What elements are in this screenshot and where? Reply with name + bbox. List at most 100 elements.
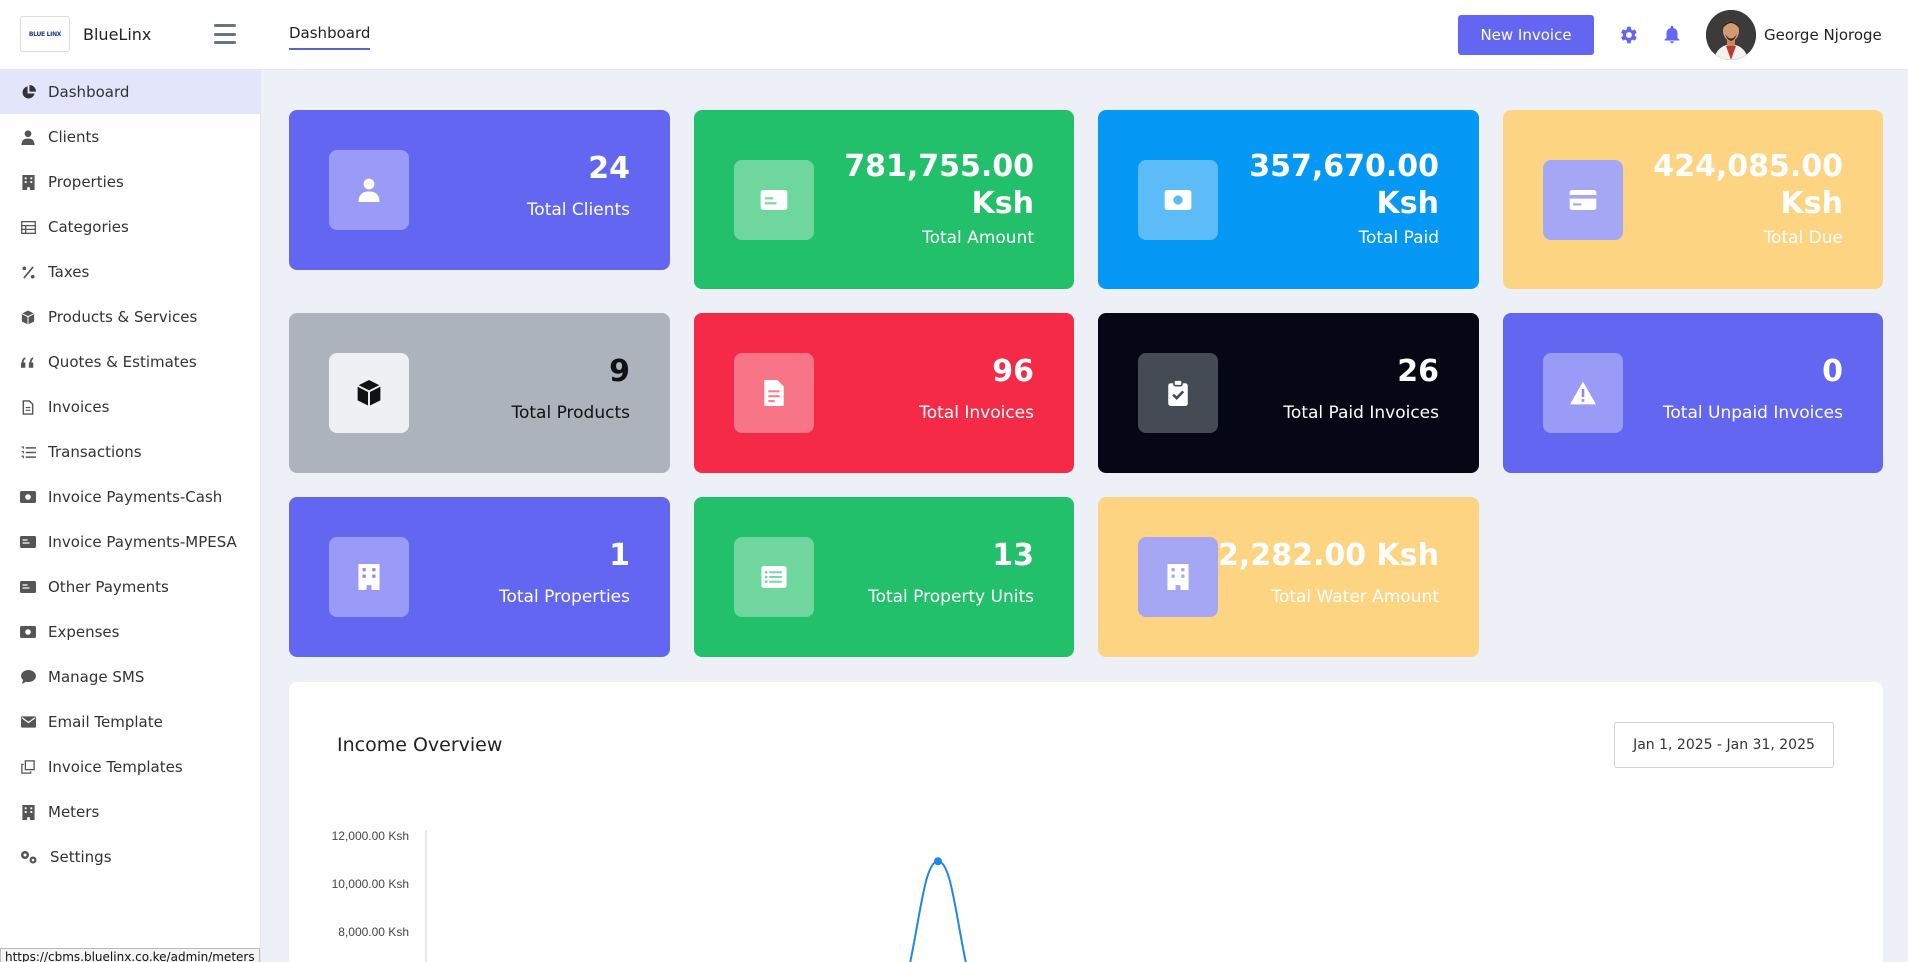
brand-name[interactable]: BlueLinx	[83, 24, 152, 44]
sidebar-item-dashboard[interactable]: Dashboard	[0, 70, 260, 114]
sidebar-item-label: Invoice Templates	[48, 758, 183, 776]
box-icon	[20, 309, 36, 325]
card-value: 2,282.00 Ksh	[1218, 538, 1439, 573]
sidebar-item-label: Taxes	[48, 263, 90, 281]
date-range-picker[interactable]: Jan 1, 2025 - Jan 31, 2025	[1614, 722, 1834, 768]
card-value: 1	[609, 538, 630, 573]
card-value: 13	[992, 538, 1034, 573]
sidebar-item-label: Meters	[48, 803, 100, 821]
tab-dashboard[interactable]: Dashboard	[289, 24, 371, 50]
sidebar-item-label: Products & Services	[48, 308, 198, 326]
card-total-due[interactable]: 424,085.00 Ksh Total Due	[1503, 110, 1883, 289]
income-overview-title: Income Overview	[337, 734, 503, 756]
sidebar-item-label: Invoice Payments-MPESA	[48, 533, 237, 551]
sidebar-item-label: Categories	[48, 218, 129, 236]
card-label: Total Products	[511, 403, 630, 423]
sidebar-item-other-payments[interactable]: Other Payments	[0, 565, 260, 609]
income-peak-point[interactable]	[934, 857, 942, 866]
card-label: Total Paid	[1358, 228, 1439, 248]
card-label: Total Paid Invoices	[1283, 403, 1439, 423]
sidebar-item-categories[interactable]: Categories	[0, 205, 260, 249]
sidebar-item-taxes[interactable]: Taxes	[0, 250, 260, 294]
card-total-water-amount[interactable]: 2,282.00 Ksh Total Water Amount	[1098, 497, 1479, 657]
status-bar-url: https://cbms.bluelinx.co.ke/admin/meters	[0, 948, 260, 962]
sidebar-item-label: Clients	[48, 128, 100, 146]
sidebar-item-invoice-templates[interactable]: Invoice Templates	[0, 745, 260, 789]
sidebar-item-clients[interactable]: Clients	[0, 115, 260, 159]
building-icon	[20, 174, 36, 190]
sidebar: Dashboard Clients Properties Categories …	[0, 70, 261, 962]
card-value: 9	[609, 354, 630, 389]
sidebar-item-invoices[interactable]: Invoices	[0, 385, 260, 429]
clipboard-check-icon	[1138, 353, 1218, 433]
list-icon	[20, 444, 36, 460]
card-value: 424,085.00 Ksh	[1653, 149, 1843, 221]
quote-icon	[20, 354, 36, 370]
sidebar-item-quotes-estimates[interactable]: Quotes & Estimates	[0, 340, 260, 384]
sidebar-item-label: Other Payments	[48, 578, 169, 596]
user-icon	[329, 150, 409, 230]
income-chart	[425, 830, 967, 962]
sidebar-item-properties[interactable]: Properties	[0, 160, 260, 204]
card-label: Total Invoices	[919, 403, 1034, 423]
brand-logo[interactable]: BLUE LINX	[20, 16, 70, 52]
menu-toggle-icon[interactable]	[214, 24, 236, 44]
sidebar-item-label: Properties	[48, 173, 124, 191]
sidebar-item-expenses[interactable]: Expenses	[0, 610, 260, 654]
y-tick-label: 10,000.00 Ksh	[331, 877, 409, 891]
card-total-properties[interactable]: 1 Total Properties	[289, 497, 670, 657]
brand[interactable]: BLUE LINX BlueLinx	[20, 16, 151, 52]
card-label: Total Water Amount	[1271, 587, 1439, 607]
pie-chart-icon	[20, 84, 36, 100]
credit-card-icon	[1543, 160, 1623, 240]
new-invoice-button[interactable]: New Invoice	[1458, 15, 1594, 55]
sidebar-item-label: Manage SMS	[48, 668, 145, 686]
sidebar-item-invoice-payments-mpesa[interactable]: Invoice Payments-MPESA	[0, 520, 260, 564]
user-name[interactable]: George Njoroge	[1764, 26, 1882, 44]
bell-icon[interactable]	[1661, 24, 1683, 46]
building-icon	[329, 537, 409, 617]
card-label: Total Property Units	[868, 587, 1034, 607]
sidebar-item-label: Dashboard	[48, 83, 130, 101]
card-total-paid-invoices[interactable]: 26 Total Paid Invoices	[1098, 313, 1479, 473]
income-overview-panel: Income Overview Jan 1, 2025 - Jan 31, 20…	[289, 682, 1883, 962]
id-card-icon	[734, 160, 814, 240]
sidebar-item-meters[interactable]: Meters	[0, 790, 260, 834]
building-icon	[20, 804, 36, 820]
invoice-icon	[734, 353, 814, 433]
sidebar-item-manage-sms[interactable]: Manage SMS	[0, 655, 260, 699]
card-total-unpaid-invoices[interactable]: 0 Total Unpaid Invoices	[1503, 313, 1883, 473]
warning-icon	[1543, 353, 1623, 433]
card-total-amount[interactable]: 781,755.00 Ksh Total Amount	[694, 110, 1074, 289]
envelope-icon	[20, 714, 36, 730]
sidebar-item-label: Expenses	[48, 623, 120, 641]
sidebar-item-label: Invoices	[48, 398, 110, 416]
card-value: 24	[588, 151, 630, 186]
chat-icon	[20, 669, 36, 685]
card-icon	[20, 579, 36, 595]
sidebar-item-products-services[interactable]: Products & Services	[0, 295, 260, 339]
card-value: 26	[1397, 354, 1439, 389]
card-total-paid[interactable]: 357,670.00 Ksh Total Paid	[1098, 110, 1479, 289]
money-icon	[1138, 160, 1218, 240]
list-icon	[734, 537, 814, 617]
sidebar-item-label: Email Template	[48, 713, 163, 731]
gear-icon[interactable]	[1617, 24, 1639, 46]
sidebar-item-transactions[interactable]: Transactions	[0, 430, 260, 474]
card-value: 781,755.00 Ksh	[844, 149, 1034, 221]
avatar[interactable]	[1706, 10, 1756, 60]
money-icon	[20, 624, 36, 640]
card-total-invoices[interactable]: 96 Total Invoices	[694, 313, 1074, 473]
card-total-property-units[interactable]: 13 Total Property Units	[694, 497, 1074, 657]
percent-icon	[20, 264, 36, 280]
card-icon	[20, 534, 36, 550]
sidebar-item-email-template[interactable]: Email Template	[0, 700, 260, 744]
card-value: 0	[1822, 354, 1843, 389]
card-total-products[interactable]: 9 Total Products	[289, 313, 670, 473]
sidebar-item-settings[interactable]: Settings	[0, 835, 260, 879]
sidebar-item-invoice-payments-cash[interactable]: Invoice Payments-Cash	[0, 475, 260, 519]
y-tick-label: 12,000.00 Ksh	[331, 829, 409, 843]
card-total-clients[interactable]: 24 Total Clients	[289, 110, 670, 270]
income-series-line	[909, 860, 967, 962]
user-icon	[20, 129, 36, 145]
